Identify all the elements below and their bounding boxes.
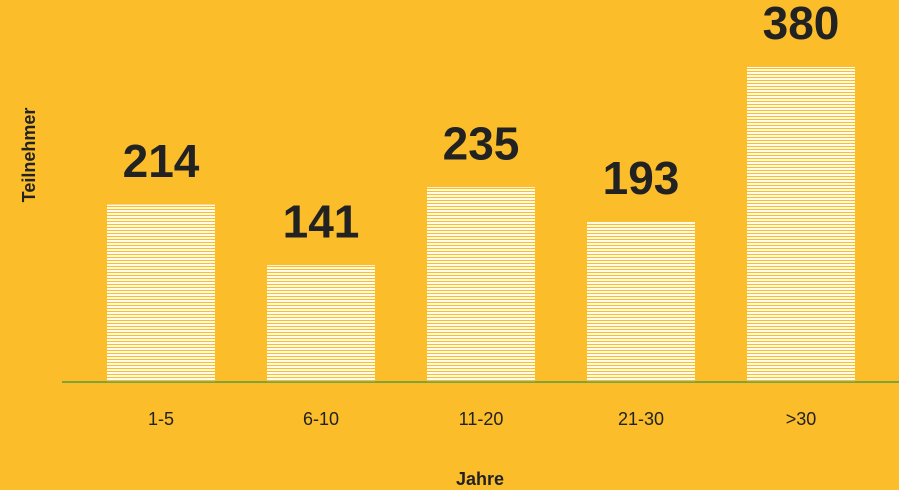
value-label: 235 <box>443 117 520 169</box>
value-label: 214 <box>123 135 200 187</box>
y-axis-label: Teilnehmer <box>19 108 39 203</box>
bar <box>267 265 375 382</box>
value-label: 380 <box>763 0 840 49</box>
bar <box>747 67 855 382</box>
bar <box>427 187 535 382</box>
x-tick-label: >30 <box>786 409 817 429</box>
x-tick-label: 11-20 <box>459 409 504 429</box>
x-tick-label: 1-5 <box>148 409 174 429</box>
bar <box>107 204 215 382</box>
x-axis-label: Jahre <box>456 469 504 489</box>
x-tick-label: 6-10 <box>303 409 339 429</box>
value-label: 141 <box>283 195 360 247</box>
value-label: 193 <box>603 152 680 204</box>
bar <box>587 222 695 382</box>
x-tick-label: 21-30 <box>618 409 664 429</box>
